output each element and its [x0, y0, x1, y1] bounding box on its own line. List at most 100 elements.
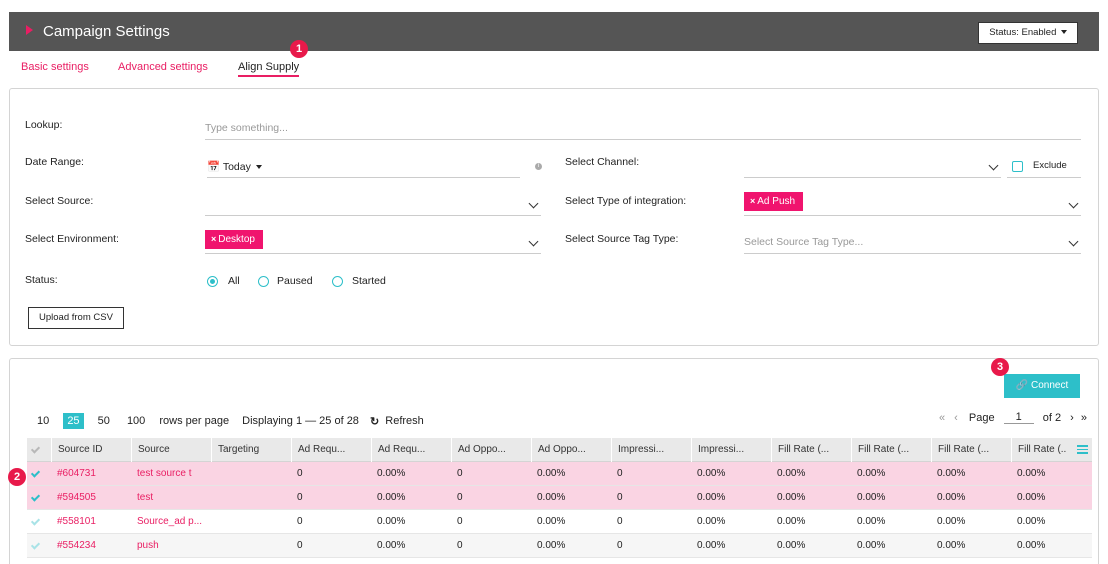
tab-align-supply[interactable]: Align Supply	[238, 61, 300, 77]
refresh-icon[interactable]: ↻	[370, 415, 380, 428]
integration-chip[interactable]: × Ad Push	[744, 192, 804, 211]
integration-type-dropdown[interactable]: × Ad Push	[744, 192, 1081, 216]
table-row[interactable]: #594505 test 0 0.00% 0 0.00% 0 0.00% 0.0…	[27, 486, 1092, 510]
exclude-checkbox[interactable]	[1012, 161, 1023, 172]
column-header[interactable]: Fill Rate (...	[931, 438, 1011, 462]
connect-button[interactable]: 🔗 Connect	[1004, 374, 1080, 398]
rows-per-page-control: 10 25 50 100 rows per page Displaying 1 …	[34, 413, 424, 429]
table-cell: 0.00%	[857, 516, 886, 527]
source-name-link[interactable]: test	[137, 492, 154, 503]
column-header[interactable]: Source ID	[51, 438, 131, 462]
table-cell: 0.00%	[1017, 492, 1046, 503]
source-id-link[interactable]: #558101	[57, 516, 96, 527]
chevron-down-icon	[1068, 236, 1079, 247]
column-header[interactable]: Ad Requ...	[371, 438, 451, 462]
first-page-icon[interactable]: «	[938, 411, 946, 424]
supply-table-panel: 🔗 Connect 10 25 50 100 rows per page Dis…	[9, 358, 1099, 564]
status-button-label: Status: Enabled	[989, 27, 1057, 38]
select-environment-label: Select Environment:	[25, 233, 119, 245]
select-channel-dropdown[interactable]	[744, 156, 1001, 178]
source-id-link[interactable]: #604731	[57, 468, 96, 479]
tab-basic-settings[interactable]: Basic settings	[21, 61, 89, 73]
remove-icon[interactable]: ×	[750, 196, 756, 206]
source-name-link[interactable]: push	[137, 540, 159, 551]
rows-option-100[interactable]: 100	[126, 415, 146, 427]
check-icon	[30, 468, 41, 478]
page-label: Page	[968, 411, 995, 424]
page-input[interactable]: 1	[1003, 411, 1034, 424]
status-radio-all[interactable]	[207, 276, 218, 287]
tab-advanced-settings[interactable]: Advanced settings	[118, 61, 208, 73]
column-header[interactable]: Impressi...	[691, 438, 771, 462]
rows-option-25[interactable]: 25	[63, 413, 84, 429]
remove-icon[interactable]: ×	[211, 234, 217, 244]
table-cell: 0.00%	[937, 468, 966, 479]
table-cell: 0.00%	[377, 468, 406, 479]
table-row[interactable]: #554234 push 0 0.00% 0 0.00% 0 0.00% 0.0…	[27, 534, 1092, 558]
upload-csv-button[interactable]: Upload from CSV	[28, 307, 124, 329]
source-id-link[interactable]: #594505	[57, 492, 96, 503]
table-cell: 0.00%	[377, 492, 406, 503]
table-cell: 0.00%	[777, 468, 806, 479]
column-header[interactable]: Ad Requ...	[291, 438, 371, 462]
column-header[interactable]: Fill Rate (...	[771, 438, 851, 462]
source-name-link[interactable]: Source_ad p...	[137, 516, 203, 527]
exclude-wrap: Exclude	[1007, 156, 1081, 178]
lookup-label: Lookup:	[25, 119, 63, 131]
row-checkbox[interactable]	[27, 486, 51, 510]
select-all-header[interactable]	[27, 438, 51, 462]
status-radio-started[interactable]	[332, 276, 343, 287]
last-page-icon[interactable]: »	[1080, 411, 1087, 424]
rows-option-10[interactable]: 10	[37, 415, 50, 427]
source-name-link[interactable]: test source t	[137, 468, 192, 479]
environment-chip[interactable]: × Desktop	[205, 230, 263, 249]
next-page-icon[interactable]: ›	[1070, 411, 1074, 424]
table-cell: 0.00%	[1017, 516, 1046, 527]
rows-option-50[interactable]: 50	[97, 415, 110, 427]
row-checkbox[interactable]	[27, 534, 51, 558]
source-tag-type-dropdown[interactable]: Select Source Tag Type...	[744, 232, 1081, 254]
table-cell: 0	[297, 468, 303, 479]
displaying-count: Displaying 1 — 25 of 28	[242, 415, 359, 427]
step-badge-1: 1	[290, 40, 308, 58]
targeting-cell	[211, 462, 291, 486]
prev-page-icon[interactable]: ‹	[954, 411, 958, 424]
row-checkbox[interactable]	[27, 510, 51, 534]
status-option-all: All	[228, 275, 240, 287]
table-cell: 0	[617, 492, 623, 503]
column-header[interactable]: Impressi...	[611, 438, 691, 462]
source-id-link[interactable]: #554234	[57, 540, 96, 551]
source-tag-type-label: Select Source Tag Type:	[565, 233, 679, 245]
column-header[interactable]: Ad Oppo...	[531, 438, 611, 462]
column-settings-icon[interactable]	[1077, 444, 1088, 454]
table-cell: 0.00%	[857, 540, 886, 551]
column-header[interactable]: Fill Rate (...	[851, 438, 931, 462]
table-cell: 0	[617, 468, 623, 479]
table-cell: 0	[457, 540, 463, 551]
lookup-input[interactable]: Type something...	[205, 118, 1081, 140]
status-label: Status:	[25, 274, 58, 286]
select-source-dropdown[interactable]	[205, 194, 541, 216]
column-header[interactable]: Fill Rate (...	[1011, 438, 1067, 462]
source-tag-type-placeholder: Select Source Tag Type...	[744, 236, 864, 248]
page-header: Campaign Settings Status: Enabled	[9, 12, 1099, 51]
table-cell: 0.00%	[1017, 468, 1046, 479]
link-icon: 🔗	[1015, 380, 1029, 391]
row-checkbox[interactable]	[27, 462, 51, 486]
date-range-picker[interactable]: 📅 Today	[207, 156, 520, 178]
table-row[interactable]: #604731 test source t 0 0.00% 0 0.00% 0 …	[27, 462, 1092, 486]
status-radio-paused[interactable]	[258, 276, 269, 287]
table-row[interactable]: #558101 Source_ad p... 0 0.00% 0 0.00% 0…	[27, 510, 1092, 534]
table-cell: 0	[297, 540, 303, 551]
table-cell: 0.00%	[857, 468, 886, 479]
table-cell: 0.00%	[697, 540, 726, 551]
select-environment-dropdown[interactable]: × Desktop	[205, 230, 541, 254]
column-header[interactable]: Source	[131, 438, 211, 462]
column-header[interactable]: Ad Oppo...	[451, 438, 531, 462]
exclude-label: Exclude	[1033, 160, 1067, 171]
refresh-link[interactable]: Refresh	[385, 415, 424, 427]
table-cell: 0.00%	[777, 492, 806, 503]
column-header[interactable]: Targeting	[211, 438, 291, 462]
chevron-down-icon	[528, 236, 539, 247]
status-dropdown-button[interactable]: Status: Enabled	[978, 22, 1078, 44]
